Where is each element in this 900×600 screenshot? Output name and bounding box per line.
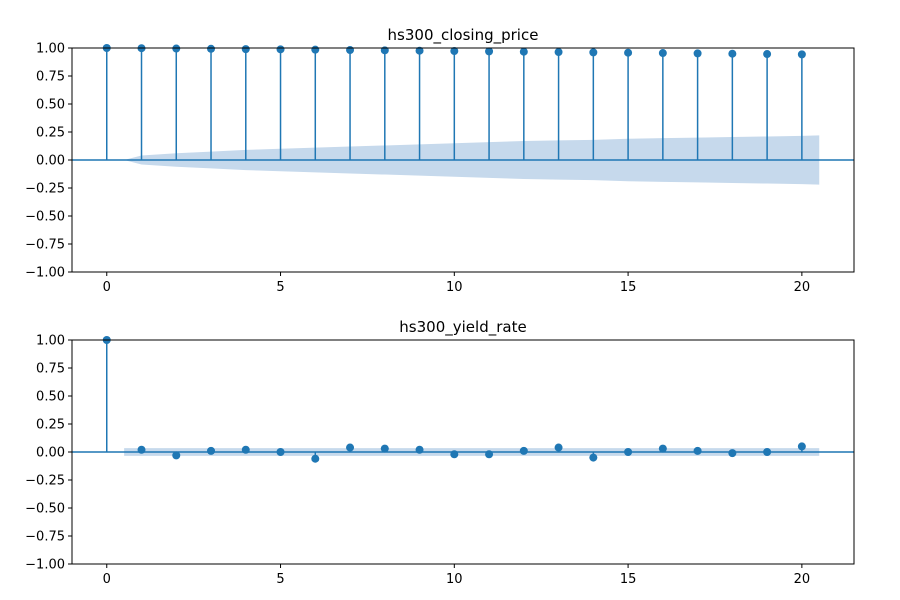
acf-point [554, 48, 563, 57]
acf-point [380, 444, 389, 453]
acf-point [172, 451, 181, 460]
acf-point [450, 450, 459, 459]
chart-title: hs300_closing_price [388, 26, 539, 45]
x-tick-label: 15 [620, 572, 637, 587]
acf-point [728, 49, 737, 58]
y-tick-label: 0.25 [36, 126, 65, 141]
y-tick-label: 0.75 [36, 70, 65, 85]
acf-point [207, 44, 216, 53]
y-tick-label: 0.50 [36, 98, 65, 113]
yield-rate-panel: hs300_yield_rate −1.00 −0.75 −0.50 −0.25 0.0… [25, 318, 855, 587]
y-tick-label: −0.75 [25, 530, 65, 545]
y-tick-label: −1.00 [25, 558, 65, 573]
acf-point [589, 453, 598, 462]
acf-point [728, 449, 737, 458]
acf-point [485, 450, 494, 459]
acf-point [624, 48, 633, 57]
y-tick-label: 1.00 [36, 42, 65, 57]
acf-point [658, 444, 667, 453]
y-tick-label: 0.75 [36, 362, 65, 377]
acf-point [137, 445, 146, 454]
y-tick-label: 1.00 [36, 334, 65, 349]
acf-point [450, 47, 459, 56]
y-tick-label: 0.25 [36, 418, 65, 433]
x-tick-label: 0 [103, 280, 111, 295]
acf-point [415, 46, 424, 55]
acf-point [311, 454, 320, 463]
acf-point [276, 448, 285, 456]
x-tick-label: 0 [103, 572, 111, 587]
acf-point [346, 443, 355, 452]
acf-point [693, 49, 702, 58]
y-tick-label: 0.00 [36, 154, 65, 169]
acf-point [519, 47, 528, 56]
x-tick-label: 15 [620, 280, 637, 295]
chart-title: hs300_yield_rate [399, 318, 526, 337]
acf-point [276, 45, 285, 54]
acf-point [485, 47, 494, 56]
x-tick-label: 20 [794, 280, 811, 295]
acf-point [241, 445, 250, 454]
y-tick-label: 0.00 [36, 446, 65, 461]
y-tick-label: 0.50 [36, 390, 65, 405]
y-tick-label: −0.25 [25, 474, 65, 489]
y-tick-label: −0.25 [25, 182, 65, 197]
x-tick-label: 5 [276, 572, 284, 587]
y-tick-label: −0.50 [25, 502, 65, 517]
x-tick-label: 10 [446, 280, 463, 295]
closing-price-panel: hs300_closing_price −1.00 −0.75 −0.50 −0.25… [25, 26, 855, 295]
acf-point [624, 448, 633, 456]
acf-point [693, 446, 702, 455]
acf-point [658, 49, 667, 58]
acf-point [763, 448, 772, 456]
acf-point [763, 50, 772, 59]
acf-point [589, 48, 598, 57]
acf-point [207, 446, 216, 455]
acf-point [172, 44, 181, 53]
acf-point [415, 445, 424, 454]
x-tick-label: 5 [276, 280, 284, 295]
acf-point [519, 446, 528, 455]
x-tick-label: 20 [794, 572, 811, 587]
acf-point [554, 443, 563, 452]
acf-point [797, 442, 806, 451]
y-tick-label: −0.50 [25, 210, 65, 225]
acf-point [346, 46, 355, 55]
acf-point [241, 45, 250, 54]
y-tick-label: −0.75 [25, 238, 65, 253]
y-tick-label: −1.00 [25, 266, 65, 281]
acf-point [797, 50, 806, 59]
x-tick-label: 10 [446, 572, 463, 587]
acf-point [311, 45, 320, 54]
